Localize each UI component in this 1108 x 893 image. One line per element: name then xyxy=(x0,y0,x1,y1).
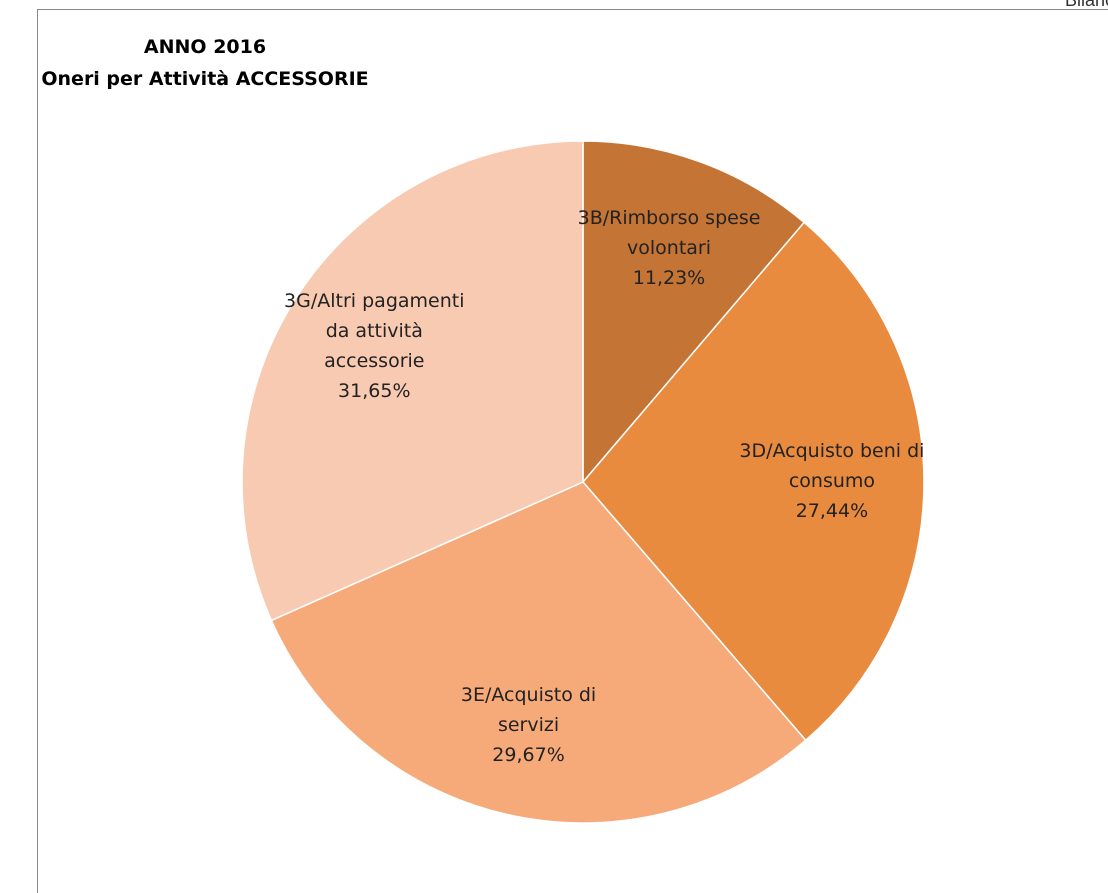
slice-value: 29,67% xyxy=(492,743,565,766)
slice-category: 3B/Rimborso spese volontari xyxy=(577,207,761,260)
chart-title: Oneri per Attività ACCESSORIE xyxy=(41,68,369,90)
slice-label: 3D/Acquisto beni di consumo 27,44% xyxy=(732,436,932,526)
slice-value: 31,65% xyxy=(338,380,411,403)
slice-value: 27,44% xyxy=(795,500,869,523)
slice-category: 3G/Altri pagamenti da attività accessori… xyxy=(284,290,465,373)
header-text: Bilanc xyxy=(1064,0,1108,10)
slice-label: 3E/Acquisto di servizi 29,67% xyxy=(429,680,629,770)
chart-title: ANNO 2016 xyxy=(143,36,267,58)
slice-label: 3G/Altri pagamenti da attività accessori… xyxy=(274,286,474,406)
slice-category: 3D/Acquisto beni di consumo xyxy=(739,440,925,493)
pie-slice xyxy=(582,140,806,485)
slice-value: 11,23% xyxy=(632,267,706,290)
slice-category: 3E/Acquisto di servizi xyxy=(460,683,597,736)
pie-slice xyxy=(270,481,807,824)
pie-slice xyxy=(582,221,925,742)
chart-frame xyxy=(37,9,1108,893)
slice-label: 3B/Rimborso spese volontari 11,23% xyxy=(569,203,769,293)
pie-slice xyxy=(241,140,584,622)
